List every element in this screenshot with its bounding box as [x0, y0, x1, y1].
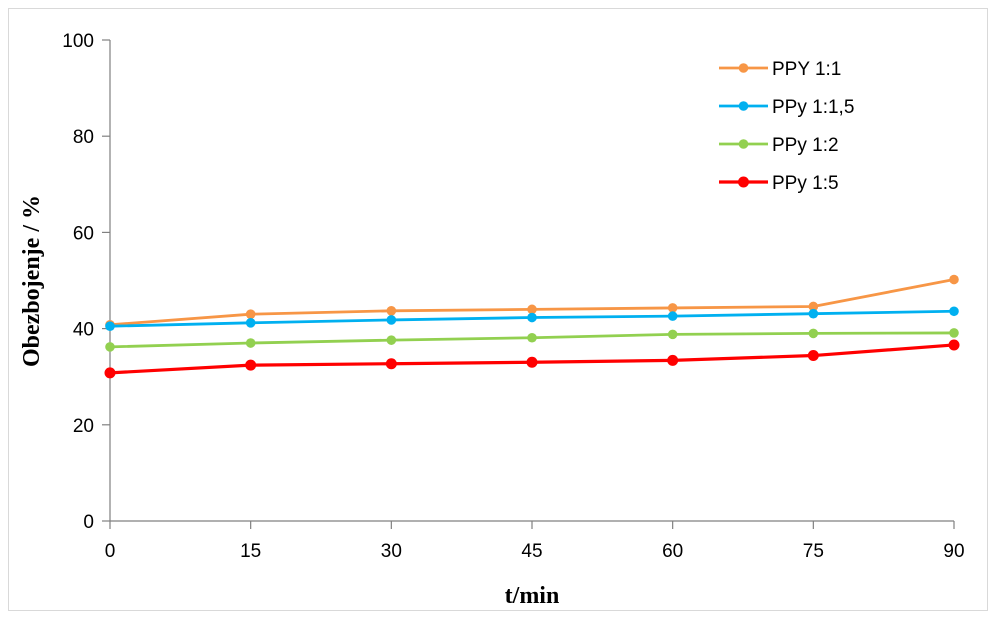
- series-group: [104, 274, 960, 379]
- x-tick-label: 90: [943, 541, 964, 562]
- y-tick-label: 0: [83, 512, 94, 533]
- data-point: [667, 329, 678, 340]
- data-point: [105, 342, 115, 352]
- data-point: [948, 339, 960, 351]
- series-2: [105, 306, 959, 331]
- legend-item-3: PPy 1:2: [719, 135, 839, 156]
- data-point: [807, 350, 819, 362]
- data-point: [386, 315, 397, 325]
- data-point: [385, 358, 397, 370]
- y-tick-label: 40: [73, 320, 94, 341]
- legend: PPY 1:1 PPy 1:1,5 PPy 1:2 PPy 1:5: [719, 59, 854, 194]
- data-point: [667, 303, 678, 313]
- legend-marker: [738, 63, 749, 73]
- legend-item-2: PPy 1:1,5: [719, 97, 854, 118]
- data-point: [104, 367, 116, 379]
- data-point: [245, 318, 256, 328]
- data-point: [808, 328, 819, 339]
- axes: 0 20 40 60 80 100 0 15 30 45 60 75 90: [62, 31, 964, 562]
- data-point: [527, 304, 537, 315]
- data-point: [949, 328, 959, 338]
- data-point: [527, 312, 537, 323]
- data-point: [949, 274, 959, 285]
- data-point: [949, 306, 959, 317]
- legend-label: PPy 1:1,5: [772, 97, 854, 118]
- data-point: [808, 308, 819, 319]
- data-point: [667, 354, 679, 366]
- data-point: [527, 332, 537, 343]
- x-tick-label: 15: [240, 541, 261, 562]
- y-tick-label: 100: [62, 31, 94, 52]
- y-tick-label: 20: [73, 416, 94, 437]
- legend-label: PPy 1:2: [772, 135, 839, 156]
- legend-item-1: PPY 1:1: [719, 59, 841, 80]
- legend-marker: [738, 176, 749, 188]
- y-tick-label: 80: [73, 127, 94, 148]
- data-point: [245, 359, 257, 371]
- data-point: [245, 338, 256, 348]
- x-tick-label: 30: [381, 541, 402, 562]
- x-tick-label: 60: [662, 541, 683, 562]
- data-point: [667, 311, 678, 321]
- y-tick-label: 60: [73, 223, 94, 244]
- data-point: [245, 309, 256, 319]
- series-4: [104, 339, 960, 379]
- legend-marker: [738, 101, 749, 111]
- x-axis-title: t/min: [505, 583, 560, 609]
- data-point: [105, 321, 115, 331]
- legend-label: PPy 1:5: [772, 173, 839, 194]
- y-axis-title: Obezbojenje / %: [19, 195, 45, 367]
- data-point: [386, 335, 397, 345]
- legend-item-4: PPy 1:5: [719, 173, 839, 194]
- legend-marker: [738, 139, 749, 149]
- data-point: [386, 306, 397, 316]
- x-tick-label: 45: [521, 541, 542, 562]
- data-point: [808, 301, 819, 312]
- data-point: [526, 356, 538, 368]
- x-tick-label: 0: [105, 541, 116, 562]
- series-3: [105, 328, 959, 352]
- legend-label: PPY 1:1: [772, 59, 841, 80]
- x-tick-label: 75: [803, 541, 824, 562]
